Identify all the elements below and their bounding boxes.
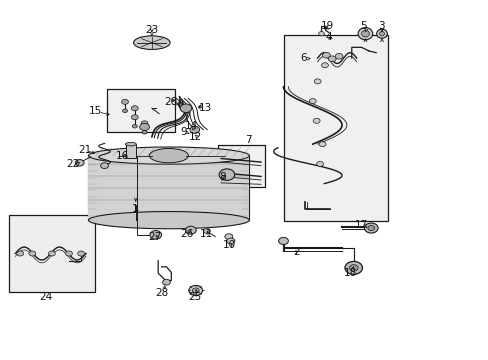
Text: 14: 14 (185, 121, 198, 131)
Circle shape (314, 79, 321, 84)
Circle shape (131, 106, 138, 111)
Text: 22: 22 (66, 159, 80, 169)
Text: 26: 26 (180, 229, 193, 239)
Text: 3: 3 (377, 21, 384, 31)
Bar (9, 215, 95, 292)
Text: 10: 10 (223, 240, 236, 250)
Circle shape (122, 109, 127, 113)
Circle shape (185, 226, 196, 234)
Text: 27: 27 (148, 232, 162, 242)
Circle shape (122, 99, 128, 104)
Circle shape (188, 285, 202, 296)
Circle shape (219, 169, 234, 180)
Ellipse shape (376, 29, 386, 38)
Circle shape (65, 251, 72, 256)
Circle shape (75, 159, 84, 166)
Text: 12: 12 (189, 132, 202, 142)
Text: 19: 19 (320, 21, 333, 31)
Circle shape (318, 32, 324, 36)
Ellipse shape (357, 28, 372, 40)
Text: 24: 24 (40, 292, 53, 302)
Text: 4: 4 (325, 32, 331, 41)
Circle shape (48, 251, 55, 256)
Text: 13: 13 (199, 103, 212, 113)
Bar (217, 145, 265, 187)
Text: 6: 6 (300, 53, 306, 63)
Circle shape (224, 234, 232, 239)
Circle shape (132, 125, 137, 128)
Circle shape (29, 251, 36, 256)
Text: 1: 1 (131, 204, 138, 214)
Circle shape (364, 223, 377, 233)
Text: 23: 23 (145, 25, 158, 35)
Circle shape (140, 123, 149, 131)
Text: 28: 28 (155, 288, 168, 298)
Text: 20: 20 (163, 97, 177, 107)
Circle shape (344, 261, 362, 274)
Text: 2: 2 (292, 247, 299, 257)
Text: 16: 16 (116, 151, 129, 161)
Circle shape (321, 63, 328, 68)
Text: 25: 25 (188, 292, 201, 302)
Ellipse shape (149, 148, 188, 163)
Text: 15: 15 (89, 106, 102, 116)
Circle shape (226, 238, 234, 244)
Circle shape (17, 251, 23, 256)
Circle shape (101, 163, 108, 168)
Ellipse shape (379, 32, 384, 36)
Text: 8: 8 (219, 172, 225, 183)
Bar (283, 35, 387, 221)
Text: 18: 18 (344, 267, 357, 278)
Circle shape (142, 131, 147, 134)
Circle shape (189, 126, 199, 134)
Text: 11: 11 (199, 229, 212, 239)
Circle shape (313, 118, 320, 123)
Circle shape (162, 279, 170, 285)
Circle shape (319, 141, 325, 147)
Circle shape (316, 161, 323, 166)
Bar (125, 144, 136, 158)
Ellipse shape (133, 36, 170, 49)
Circle shape (278, 237, 288, 244)
Circle shape (203, 228, 210, 233)
Text: 9: 9 (180, 127, 186, 136)
Text: 21: 21 (78, 145, 91, 155)
Circle shape (180, 104, 191, 113)
Text: 17: 17 (354, 220, 367, 230)
Circle shape (309, 99, 316, 104)
Circle shape (348, 265, 357, 271)
Ellipse shape (88, 212, 249, 229)
Circle shape (78, 251, 84, 256)
Text: 7: 7 (244, 135, 251, 145)
Circle shape (150, 230, 161, 239)
Circle shape (131, 115, 138, 120)
Ellipse shape (125, 142, 136, 146)
Circle shape (132, 116, 137, 119)
Text: 5: 5 (360, 21, 366, 31)
Bar (107, 89, 175, 132)
Circle shape (334, 53, 342, 59)
Circle shape (367, 226, 374, 230)
Bar (88, 156, 249, 220)
Ellipse shape (361, 31, 368, 37)
Circle shape (192, 288, 199, 293)
Circle shape (328, 56, 335, 62)
Ellipse shape (88, 147, 249, 164)
Circle shape (322, 52, 330, 58)
Circle shape (141, 121, 148, 126)
